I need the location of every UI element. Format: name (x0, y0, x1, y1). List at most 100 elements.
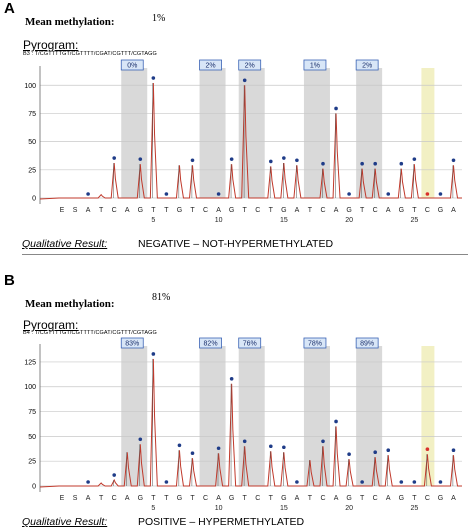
panel-letter: A (4, 0, 15, 17)
dispensation-letter: G (346, 207, 351, 214)
x-tick-label: 15 (280, 217, 288, 224)
mean-methylation-label: Mean methylation: (25, 16, 115, 28)
control-band (421, 346, 435, 486)
dispensation-letter: A (216, 495, 221, 502)
pyrogram-panel-a: A Mean methylation: 1% Pyrogram: B3 : T/… (0, 0, 474, 262)
dispensation-letter: T (243, 207, 248, 214)
dispensation-letter: G (177, 207, 182, 214)
dispensation-letter: G (346, 495, 351, 502)
mean-methylation-value: 81% (152, 292, 171, 303)
dispensation-letter: T (269, 207, 274, 214)
peak-marker (269, 444, 273, 449)
peak-marker (282, 445, 286, 450)
sequence-label: B4 : T/CGTTTTGT/CGTTTT/CGAT/CGTTT/CGTAGG (23, 330, 157, 336)
cpg-band (121, 346, 148, 486)
qualitative-result-label: Qualitative Result: (22, 238, 108, 250)
cpg-badge-value: 83% (125, 341, 139, 348)
cpg-band (199, 68, 226, 198)
dispensation-letter: G (399, 207, 404, 214)
y-tick-label: 0 (32, 196, 36, 203)
dispensation-letter: A (451, 207, 456, 214)
peak-marker (412, 480, 417, 484)
dispensation-letter: A (295, 207, 300, 214)
peak-marker (334, 106, 338, 111)
dispensation-letter: C (425, 207, 430, 214)
peak-marker (282, 156, 286, 160)
dispensation-letter: T (360, 207, 365, 214)
dispensation-letter: C (373, 207, 378, 214)
dispensation-letter: T (360, 495, 365, 502)
peak-marker (216, 446, 221, 451)
panel-letter: B (4, 272, 15, 289)
cpg-band (303, 68, 330, 198)
dispensation-letter: T (151, 495, 156, 502)
x-tick-label: 25 (410, 505, 418, 512)
peak-marker (451, 448, 456, 453)
peak-marker (451, 158, 456, 163)
peak-marker (216, 192, 221, 196)
cpg-badge-value: 0% (127, 63, 137, 70)
peak-marker (190, 451, 195, 456)
cpg-badge (238, 337, 262, 349)
peak-marker (438, 480, 443, 484)
mean-methylation-label: Mean methylation: (25, 298, 115, 310)
peak-marker (360, 161, 364, 166)
dispensation-letter: C (255, 207, 260, 214)
y-tick-label: 25 (28, 167, 36, 174)
pyrogram-label: Pyrogram: (23, 318, 79, 332)
dispensation-letter: A (334, 495, 339, 502)
y-tick-label: 75 (28, 111, 36, 118)
pyrogram-trace (39, 358, 462, 488)
cpg-band (303, 346, 330, 486)
dispensation-letter: A (86, 207, 91, 214)
dispensation-letter: T (412, 495, 417, 502)
cpg-badge-value: 2% (205, 63, 215, 70)
dispensation-letter: C (203, 207, 208, 214)
y-tick-label: 100 (24, 384, 36, 391)
cpg-badge (120, 59, 144, 71)
dispensation-letter: E (60, 495, 65, 502)
y-tick-label: 25 (28, 459, 36, 466)
x-tick-label: 5 (151, 505, 155, 512)
sequence-label: B3 : T/CGTTTTGT/CGTTTT/CGAT/CGTTT/CGTAGG (23, 51, 157, 57)
x-tick-label: 10 (215, 217, 223, 224)
x-tick-label: 5 (151, 217, 155, 224)
mean-methylation-value: 1% (152, 13, 166, 24)
dispensation-letter: C (203, 495, 208, 502)
dispensation-letter: A (386, 207, 391, 214)
peak-marker (386, 448, 391, 453)
cpg-badge (199, 337, 222, 349)
peak-marker (164, 192, 169, 196)
dispensation-letter: A (334, 207, 339, 214)
peak-marker (229, 157, 234, 161)
dispensation-letter: G (177, 495, 182, 502)
peak-marker (269, 159, 273, 164)
divider (22, 254, 468, 255)
dispensation-letter: G (138, 207, 143, 214)
dispensation-letter: A (125, 207, 130, 214)
dispensation-letter: T (99, 495, 104, 502)
peak-marker (112, 156, 116, 160)
cpg-badge (199, 59, 222, 71)
dispensation-letter: A (386, 495, 391, 502)
cpg-badge-value: 2% (245, 63, 255, 70)
cpg-badge-value: 82% (204, 341, 218, 348)
peak-marker (321, 439, 325, 444)
dispensation-letter: A (216, 207, 221, 214)
cpg-badge (120, 337, 144, 349)
peak-marker (399, 480, 404, 484)
peak-marker (242, 78, 247, 83)
cpg-badge (355, 59, 379, 71)
dispensation-letter: T (308, 495, 313, 502)
control-band (421, 68, 435, 198)
dispensation-letter: T (164, 495, 169, 502)
dispensation-letter: A (125, 495, 130, 502)
cpg-band (356, 346, 383, 486)
peak-marker (242, 439, 247, 444)
peak-marker (151, 352, 156, 356)
peak-marker (425, 192, 430, 196)
peak-marker (412, 157, 417, 161)
dispensation-letter: S (73, 207, 78, 214)
x-tick-label: 20 (345, 505, 353, 512)
